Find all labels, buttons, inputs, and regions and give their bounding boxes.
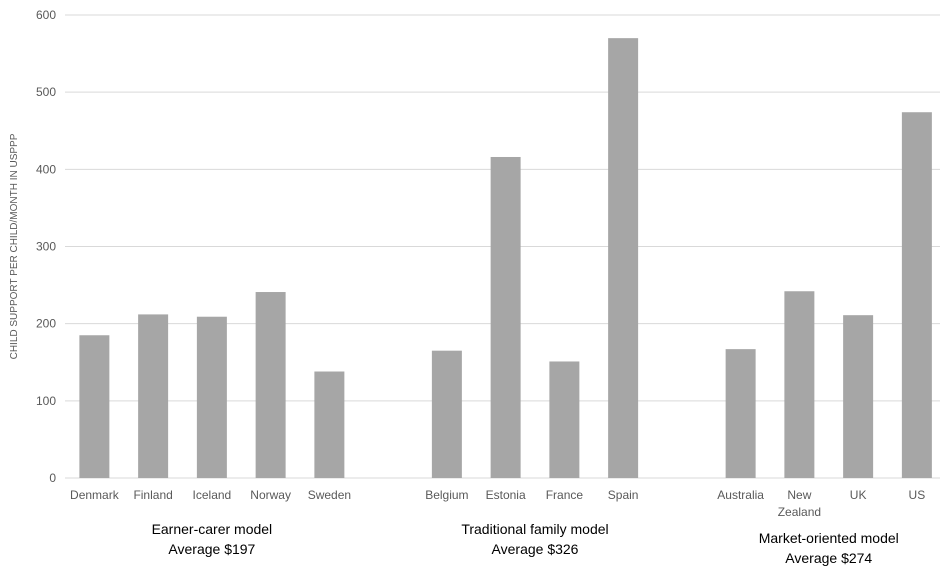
bar (314, 371, 345, 478)
bar (549, 361, 580, 478)
bar (784, 291, 815, 478)
category-label: New Zealand (778, 488, 821, 519)
category-label: Iceland (193, 488, 232, 502)
bar (608, 38, 639, 479)
group-labels: Earner-carer model Average $197 Traditiona… (152, 521, 899, 566)
category-label: UK (850, 488, 867, 502)
y-tick-label: 600 (36, 8, 56, 22)
category-label: Belgium (425, 488, 468, 502)
category-label: France (546, 488, 584, 502)
y-tick-label: 400 (36, 162, 56, 176)
bar (725, 349, 756, 478)
bar (79, 335, 110, 478)
category-label: Spain (608, 488, 639, 502)
bar (255, 292, 286, 478)
category-label: US (909, 488, 926, 502)
category-label: Australia (717, 488, 764, 502)
bar (901, 112, 932, 478)
group-average: Average $274 (785, 550, 872, 566)
y-tick-label: 0 (49, 471, 56, 485)
group-average: Average $197 (168, 541, 255, 557)
category-label: Sweden (308, 488, 351, 502)
bar (196, 316, 227, 478)
group-label: Earner-carer model (152, 521, 273, 537)
group-average: Average $326 (492, 541, 579, 557)
y-tick-label: 500 (36, 85, 56, 99)
y-tick-label: 100 (36, 394, 56, 408)
category-labels: Denmark Finland Iceland Norway Sweden Belgium… (70, 488, 925, 519)
y-tick-label: 300 (36, 240, 56, 254)
y-tick-label: 200 (36, 317, 56, 331)
bar (138, 314, 169, 478)
group-label: Traditional family model (461, 521, 608, 537)
y-axis-ticks: 0 100 200 300 400 500 600 (36, 8, 56, 485)
bar (843, 315, 874, 478)
category-label: Estonia (486, 488, 526, 502)
category-label: Denmark (70, 488, 120, 502)
bar (490, 156, 521, 478)
category-label: Finland (133, 488, 172, 502)
group-label: Market-oriented model (759, 530, 899, 546)
category-label: Norway (250, 488, 291, 502)
y-axis-label: CHILD SUPPORT PER CHILD/MONTH IN USPPP (9, 133, 20, 359)
bars (79, 38, 932, 479)
bar (431, 350, 462, 478)
